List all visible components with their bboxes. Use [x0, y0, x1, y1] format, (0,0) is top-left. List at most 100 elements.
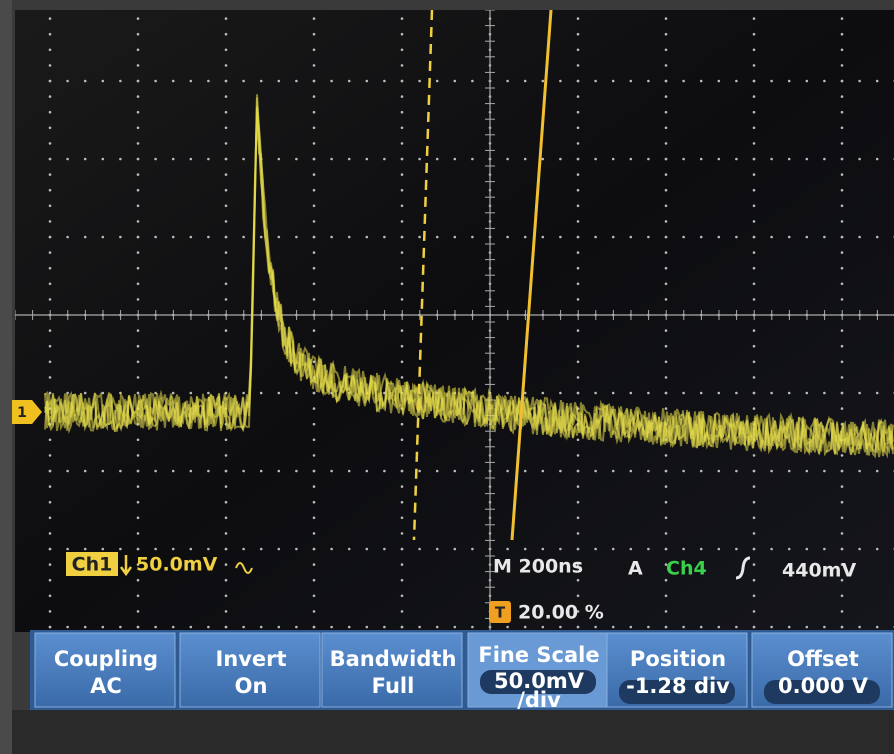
- channel-scale: 50.0mV: [136, 554, 218, 576]
- grid-dot: [753, 626, 756, 629]
- grid-dot: [154, 80, 157, 83]
- grid-dot: [190, 80, 193, 83]
- grid-dot: [718, 80, 721, 83]
- grid-dot: [119, 158, 122, 161]
- grid-dot: [137, 17, 140, 20]
- grid-dot: [753, 189, 756, 192]
- grid-dot: [841, 220, 844, 223]
- grid-dot: [295, 548, 298, 551]
- grid-dot: [559, 392, 562, 395]
- grid-dot: [753, 517, 756, 520]
- grid-dot: [647, 236, 650, 239]
- grid-dot: [876, 80, 879, 83]
- grid-dot: [841, 626, 844, 629]
- grid-dot: [577, 283, 580, 286]
- grid-dot: [718, 548, 721, 551]
- grid-dot: [665, 33, 668, 36]
- grid-dot: [49, 361, 52, 364]
- grid-dot: [524, 548, 527, 551]
- grid-dot: [806, 236, 809, 239]
- grid-dot: [876, 548, 879, 551]
- grid-dot: [753, 267, 756, 270]
- grid-dot: [577, 142, 580, 145]
- grid-dot: [506, 548, 509, 551]
- grid-dot: [401, 501, 404, 504]
- grid-dot: [49, 236, 52, 239]
- grid-dot: [577, 470, 580, 473]
- grid-dot: [735, 548, 738, 551]
- grid-dot: [436, 158, 439, 161]
- grid-dot: [225, 376, 228, 379]
- grid-dot: [665, 64, 668, 67]
- grid-dot: [876, 470, 879, 473]
- grid-dot: [577, 251, 580, 254]
- grid-dot: [682, 470, 685, 473]
- grid-dot: [225, 454, 228, 457]
- grid-dot: [172, 80, 175, 83]
- grid-dot: [577, 33, 580, 36]
- grid-dot: [718, 392, 721, 395]
- grid-dot: [753, 283, 756, 286]
- grid-dot: [841, 80, 844, 83]
- grid-dot: [313, 392, 316, 395]
- grid-dot: [665, 220, 668, 223]
- grid-dot: [788, 236, 791, 239]
- grid-dot: [49, 220, 52, 223]
- grid-dot: [788, 392, 791, 395]
- grid-dot: [471, 80, 474, 83]
- grid-dot: [84, 548, 87, 551]
- grid-dot: [418, 470, 421, 473]
- grid-dot: [137, 298, 140, 301]
- grid-dot: [700, 548, 703, 551]
- channel-label: Ch1: [72, 554, 113, 576]
- grid-dot: [700, 626, 703, 629]
- grid-dot: [401, 454, 404, 457]
- grid-dot: [313, 173, 316, 176]
- grid-dot: [313, 251, 316, 254]
- grid-dot: [454, 626, 457, 629]
- menu-value: AC: [90, 674, 122, 698]
- grid-dot: [102, 80, 105, 83]
- grid-dot: [612, 80, 615, 83]
- grid-dot: [401, 329, 404, 332]
- grid-dot: [436, 548, 439, 551]
- grid-dot: [84, 236, 87, 239]
- grid-dot: [137, 439, 140, 442]
- grid-dot: [313, 283, 316, 286]
- grid-dot: [49, 501, 52, 504]
- grid-dot: [753, 220, 756, 223]
- grid-dot: [577, 49, 580, 52]
- grid-dot: [49, 485, 52, 488]
- grid-dot: [242, 80, 245, 83]
- grid-dot: [401, 532, 404, 535]
- grid-dot: [841, 236, 844, 239]
- grid-dot: [366, 236, 369, 239]
- grid-dot: [278, 236, 281, 239]
- grid-dot: [313, 49, 316, 52]
- grid-dot: [348, 548, 351, 551]
- grid-dot: [49, 283, 52, 286]
- grid-dot: [401, 80, 404, 83]
- grid-dot: [647, 158, 650, 161]
- grid-dot: [806, 470, 809, 473]
- grid-dot: [225, 158, 228, 161]
- grid-dot: [225, 80, 228, 83]
- grid-dot: [49, 548, 52, 551]
- grid-dot: [172, 158, 175, 161]
- grid-dot: [506, 80, 509, 83]
- grid-dot: [260, 626, 263, 629]
- grid-dot: [260, 236, 263, 239]
- grid-dot: [506, 470, 509, 473]
- grid-dot: [330, 470, 333, 473]
- grid-dot: [119, 236, 122, 239]
- grid-dot: [313, 501, 316, 504]
- grid-dot: [225, 205, 228, 208]
- grid-dot: [313, 579, 316, 582]
- grid-dot: [137, 283, 140, 286]
- grid-dot: [49, 251, 52, 254]
- grid-dot: [49, 205, 52, 208]
- grid-dot: [665, 517, 668, 520]
- grid-dot: [242, 548, 245, 551]
- grid-dot: [577, 376, 580, 379]
- grid-dot: [577, 501, 580, 504]
